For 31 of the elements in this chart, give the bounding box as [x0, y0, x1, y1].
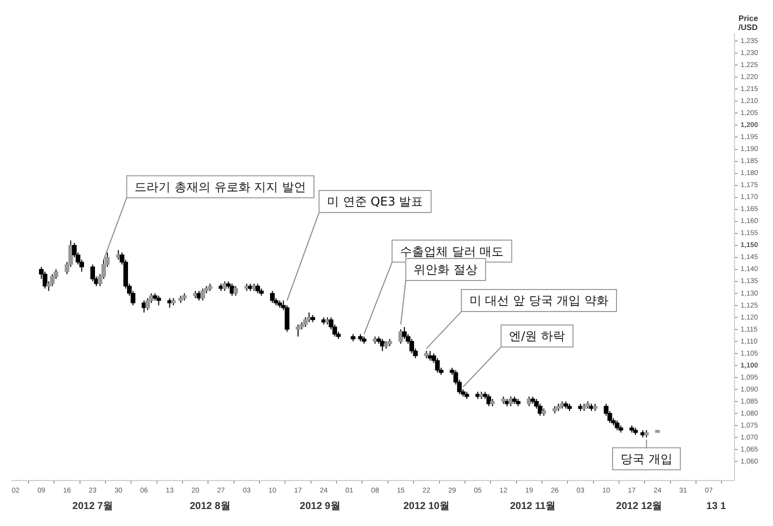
candlestick [402, 326, 407, 340]
annotation: 위안화 절상 [414, 262, 478, 277]
x2-tick-label: 2012 12월 [616, 500, 662, 512]
annotation: 미 대선 앞 당국 개입 약화 [469, 294, 608, 308]
candlestick [90, 264, 96, 282]
candlestick [233, 286, 238, 296]
candlestick [50, 274, 55, 287]
candlestick [486, 394, 492, 407]
x2-tick-label: 2012 10월 [403, 500, 450, 512]
candlestick [614, 420, 620, 431]
annotation: 당국 개입 [620, 452, 672, 466]
candlestick [435, 358, 440, 374]
candlestick [284, 304, 290, 332]
candlestick [156, 295, 162, 306]
candlestick [296, 324, 300, 338]
annotation: 엔/원 하락 [509, 329, 565, 344]
x2-tick-label: 2012 9월 [300, 500, 340, 512]
annotation: 미 연준 QE3 발표 [327, 194, 424, 209]
candlestick [270, 290, 275, 304]
annotation: 수출업체 달러 매도 [400, 244, 504, 258]
candlestick [145, 298, 150, 311]
candlestick [200, 288, 206, 302]
candlestick [303, 316, 308, 328]
annotation: 드라기 총재의 유로화 지지 발언 [134, 180, 306, 194]
x2-tick-label: 2012 8월 [190, 500, 230, 512]
x2-tick-label: 2012 11월 [510, 500, 556, 512]
x2-tick-label: 13 1 [706, 500, 726, 512]
candlestick [42, 271, 48, 290]
candlestick [409, 338, 414, 354]
y-axis-title: Price /USD [738, 14, 759, 32]
x2-tick-label: 2012 7월 [72, 500, 113, 512]
